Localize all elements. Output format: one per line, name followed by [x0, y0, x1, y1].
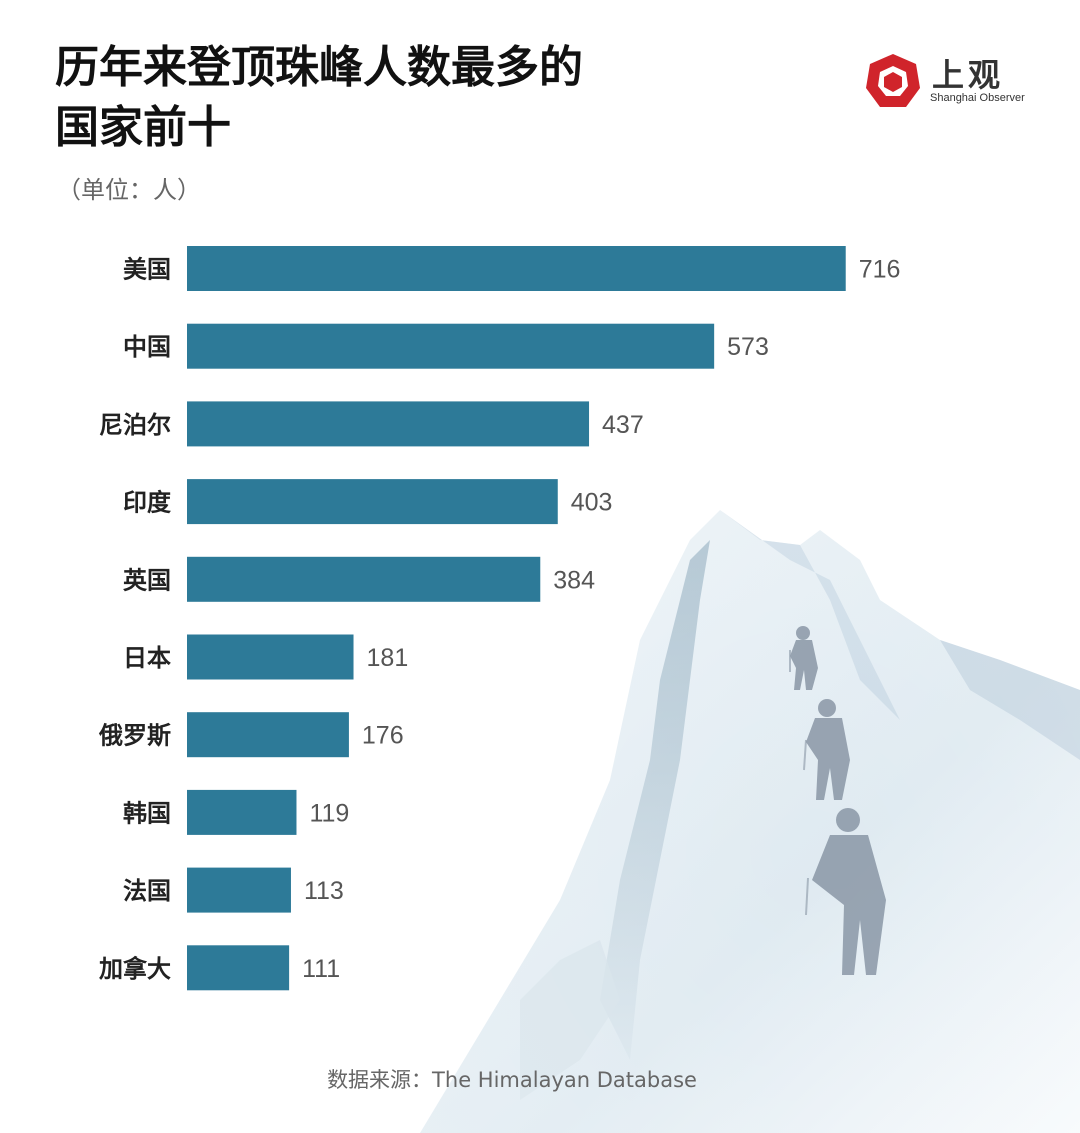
value-label: 181	[367, 644, 409, 672]
category-label: 英国	[123, 566, 171, 594]
bar	[187, 323, 715, 369]
category-label: 俄罗斯	[98, 722, 171, 750]
data-source-note: 数据来源：The Himalayan Database	[327, 1068, 697, 1092]
bar	[187, 401, 590, 447]
logo-name-en: Shanghai Observer	[930, 92, 1025, 104]
category-label: 尼泊尔	[99, 411, 171, 439]
chart-title-line-1: 历年来登顶珠峰人数最多的	[55, 42, 583, 93]
bar	[187, 867, 291, 913]
value-label: 403	[571, 489, 613, 517]
bar	[187, 479, 558, 525]
category-label: 日本	[123, 644, 171, 672]
category-label: 中国	[123, 333, 171, 361]
category-label: 印度	[123, 489, 172, 517]
value-label: 384	[553, 566, 595, 594]
value-label: 716	[859, 256, 901, 284]
value-label: 111	[302, 955, 340, 983]
value-label: 437	[602, 411, 644, 439]
bar	[187, 789, 297, 835]
bar	[187, 246, 846, 291]
bar	[187, 634, 354, 680]
logo-name-cn: 上观	[932, 56, 1005, 94]
unit-label: （单位：人）	[57, 176, 201, 204]
category-label: 韩国	[123, 799, 171, 827]
value-label: 176	[362, 722, 404, 750]
category-label: 加拿大	[99, 955, 171, 983]
value-label: 573	[727, 333, 769, 361]
category-label: 美国	[123, 256, 171, 284]
value-label: 119	[309, 799, 349, 827]
chart-title: 历年来登顶珠峰人数最多的 国家前十	[55, 38, 583, 158]
bar	[187, 945, 290, 991]
value-label: 113	[304, 877, 344, 905]
chart-title-line-2: 国家前十	[55, 102, 231, 153]
logo-mark-icon	[866, 54, 920, 107]
shanghai-observer-logo: 上观 Shanghai Observer	[864, 50, 1025, 110]
bar	[187, 556, 541, 602]
category-label: 法国	[123, 877, 171, 905]
bar	[187, 712, 349, 758]
